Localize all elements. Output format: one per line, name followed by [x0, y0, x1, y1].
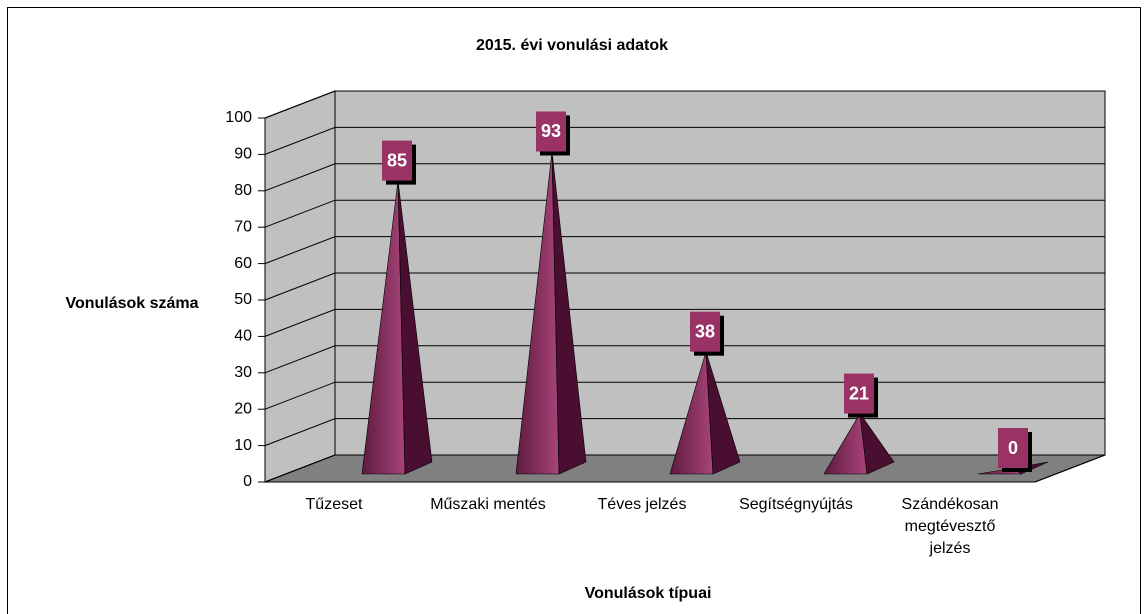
value-label-box	[536, 111, 566, 152]
x-tick-label: Segítségnyújtás	[739, 496, 853, 513]
pyramid-face	[705, 351, 741, 475]
pyramid	[361, 180, 433, 475]
y-axis-label: Vonulások száma	[65, 295, 198, 312]
x-tick-label: Téves jelzés	[597, 496, 687, 513]
pyramid-face	[551, 151, 587, 475]
value-label: 38	[695, 321, 715, 341]
chart-title: 2015. évi vonulási adatok	[476, 37, 668, 54]
grid-line	[264, 418, 1105, 447]
y-tick-label: 10	[234, 437, 252, 454]
value-label: 0	[1008, 438, 1018, 458]
value-label-box	[998, 428, 1028, 468]
grid-line	[264, 90, 1105, 119]
y-tick-label: 0	[243, 473, 252, 490]
y-tick-label: 20	[234, 400, 252, 417]
grid-line	[264, 272, 1105, 301]
pyramid-face	[397, 180, 433, 475]
x-tick-label: Szándékosan megtévesztő jelzés	[901, 496, 999, 557]
value-label-box	[690, 311, 720, 352]
pyramid	[515, 151, 587, 475]
y-tick-label: 100	[225, 109, 252, 126]
floor-right	[1034, 454, 1106, 483]
grid-line	[264, 199, 1105, 228]
grid-line	[264, 126, 1105, 155]
value-label-box	[844, 373, 874, 414]
y-tick-label: 80	[234, 182, 252, 199]
y-tick-label: 70	[234, 218, 252, 235]
grid-line	[264, 236, 1105, 265]
y-tick-label: 60	[234, 255, 252, 272]
pyramid-face	[859, 413, 895, 475]
value-label: 85	[387, 150, 407, 170]
value-label-box	[382, 140, 412, 181]
value-label: 21	[849, 383, 869, 403]
pyramid	[669, 351, 741, 475]
value-label: 93	[541, 121, 561, 141]
x-tick-label: Műszaki mentés	[430, 496, 546, 513]
grid-line	[264, 345, 1105, 374]
x-tick-label: Tűzeset	[305, 496, 363, 513]
x-axis-label: Vonulások típuai	[585, 585, 712, 602]
y-tick-label: 40	[234, 328, 252, 345]
y-tick-label: 30	[234, 364, 252, 381]
pyramid	[823, 412, 895, 475]
y-tick-label: 90	[234, 146, 252, 163]
y-tick-label: 50	[234, 291, 252, 308]
grid-line	[264, 163, 1105, 192]
grid-line	[264, 308, 1105, 337]
